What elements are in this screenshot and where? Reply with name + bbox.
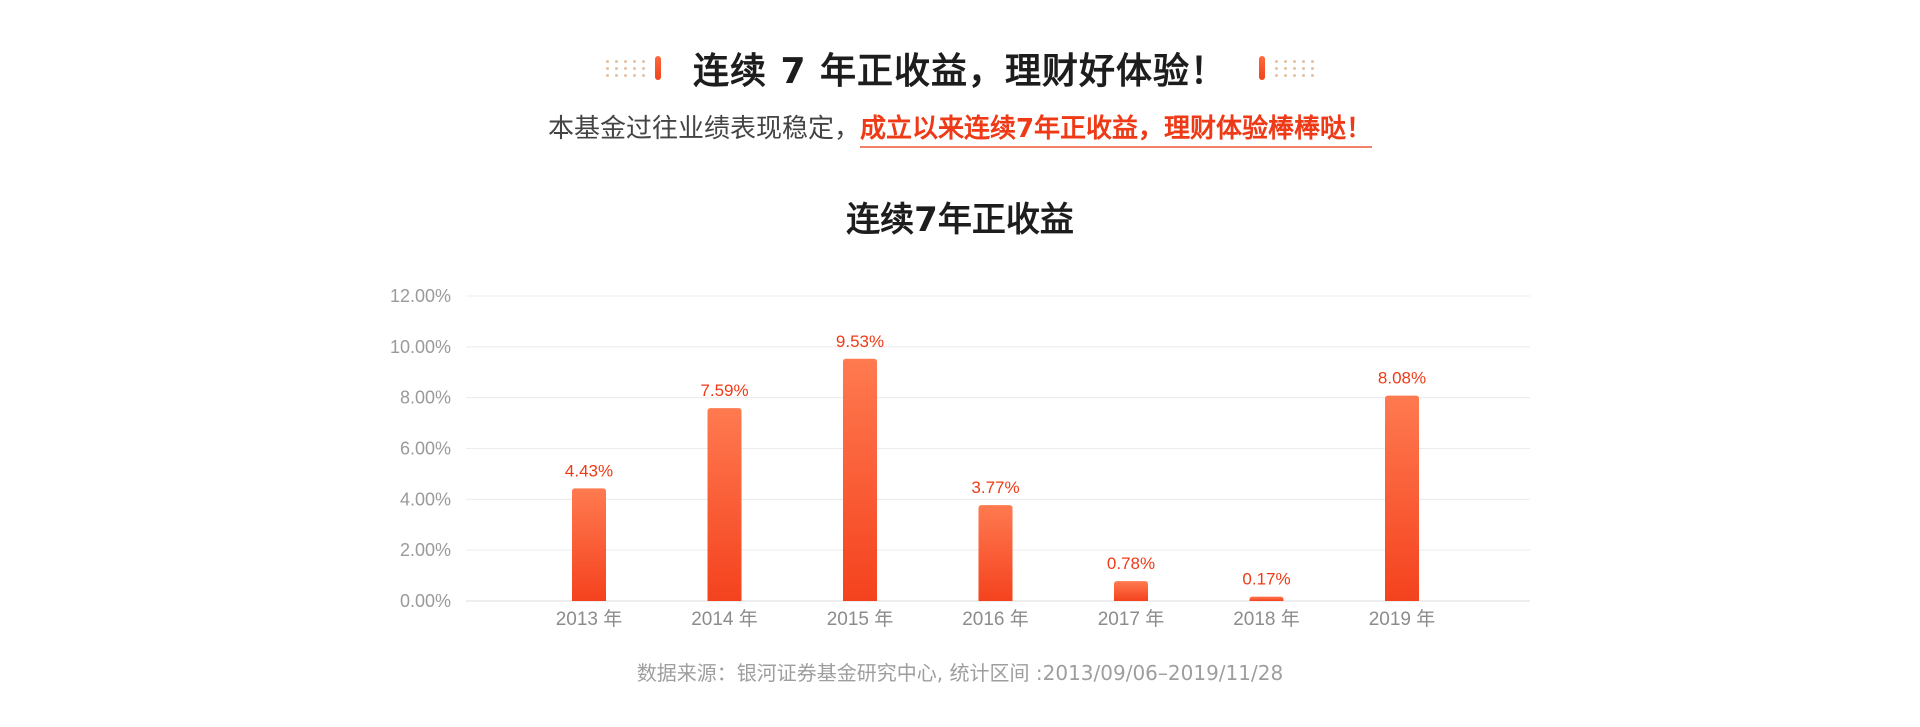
dot-grid-icon — [1275, 59, 1315, 77]
bar — [843, 358, 877, 601]
x-tick-label: 2019 年 — [1369, 608, 1436, 630]
bar-value-label: 0.17% — [1242, 570, 1290, 589]
y-axis: 0.00% 2.00% 4.00% 6.00% 8.00% 10.00% 12.00% — [390, 286, 451, 611]
y-tick-label: 10.00% — [390, 337, 451, 357]
bar-value-label: 0.78% — [1107, 554, 1155, 573]
y-tick-label: 8.00% — [400, 388, 451, 408]
dot-grid-icon — [605, 59, 645, 77]
x-tick-label: 2013 年 — [556, 608, 623, 630]
accent-bar-icon — [654, 56, 661, 80]
y-tick-label: 0.00% — [400, 591, 451, 611]
bar-value-label: 3.77% — [971, 478, 1019, 497]
x-tick-label: 2014 年 — [691, 608, 758, 630]
bar — [707, 408, 742, 601]
y-tick-label: 2.00% — [400, 540, 451, 560]
bar — [1114, 581, 1148, 601]
data-labels: 4.43% 7.59% 9.53% 3.77% 0.78% 0.17% 8.08% — [565, 332, 1426, 589]
accent-bar-icon — [1259, 56, 1266, 80]
bar — [978, 505, 1013, 601]
bar-value-label: 4.43% — [565, 461, 613, 480]
header: 连续 7 年正收益，理财好体验！ — [0, 42, 1920, 94]
page-subtitle: 本基金过往业绩表现稳定，成立以来连续7年正收益，理财体验棒棒哒！ — [0, 108, 1920, 148]
chart-title-wrap: 连续7年正收益 — [0, 192, 1920, 245]
page-title: 连续 7 年正收益，理财好体验！ — [692, 51, 1228, 92]
subtitle-highlight-text: 成立以来连续7年正收益，理财体验棒棒哒！ — [859, 114, 1373, 148]
x-tick-label: 2018 年 — [1233, 608, 1300, 630]
right-decoration — [1249, 56, 1315, 80]
x-tick-label: 2015 年 — [827, 608, 894, 630]
x-axis: 2013 年 2014 年 2015 年 2016 年 2017 年 2018 年 2019… — [556, 608, 1436, 630]
y-tick-label: 4.00% — [400, 489, 451, 509]
source-note: 数据来源：银河证券基金研究中心, 统计区间 :2013/09/06–2019/1… — [636, 661, 1284, 685]
bar-value-label: 9.53% — [836, 332, 884, 351]
y-tick-label: 6.00% — [400, 439, 451, 459]
bar-value-label: 7.59% — [700, 381, 748, 400]
x-tick-label: 2017 年 — [1098, 608, 1165, 630]
bars — [572, 358, 1419, 601]
bar — [1385, 395, 1419, 601]
chart-title: 连续7年正收益 — [832, 192, 1088, 245]
y-tick-label: 12.00% — [390, 286, 451, 306]
x-tick-label: 2016 年 — [962, 608, 1029, 630]
bar — [572, 488, 606, 601]
bar — [1249, 596, 1284, 601]
bar-value-label: 8.08% — [1378, 369, 1426, 388]
subtitle-plain-text: 本基金过往业绩表现稳定， — [547, 114, 860, 144]
left-decoration — [605, 56, 671, 80]
